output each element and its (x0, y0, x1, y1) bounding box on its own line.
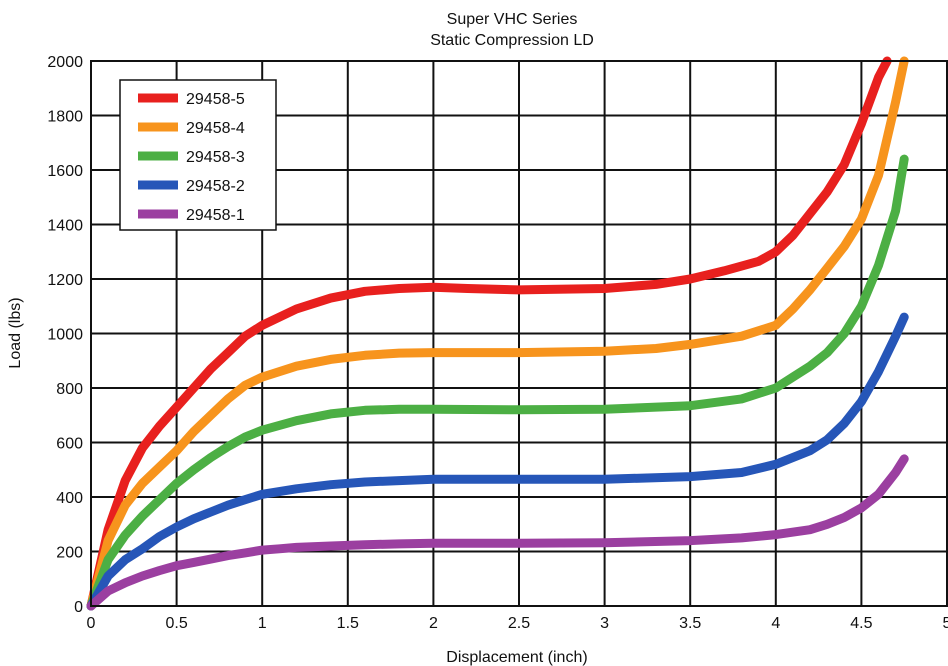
y-tick-label: 800 (56, 381, 83, 398)
y-tick-label: 200 (56, 545, 83, 562)
y-tick-label: 0 (74, 599, 83, 616)
x-tick-label: 0.5 (165, 615, 187, 632)
series-lines (86, 56, 909, 611)
y-axis-label: Load (lbs) (7, 297, 24, 368)
y-tick-label: 1200 (47, 272, 83, 289)
y-tick-label: 1400 (47, 218, 83, 235)
x-tick-label: 1.5 (337, 615, 359, 632)
series-line-29458-3 (86, 154, 909, 611)
legend-label-29458-4: 29458-4 (186, 120, 245, 137)
x-tick-label: 0 (87, 615, 96, 632)
legend-label-29458-3: 29458-3 (186, 149, 245, 166)
x-tick-label: 2 (429, 615, 438, 632)
series-line-29458-5 (86, 56, 892, 611)
y-tick-label: 600 (56, 436, 83, 453)
y-tick-label: 1600 (47, 163, 83, 180)
series-line-29458-4 (86, 56, 909, 611)
series-line-29458-2 (86, 312, 909, 611)
x-tick-label: 1 (258, 615, 267, 632)
x-axis-label: Displacement (inch) (446, 649, 587, 666)
x-tick-label: 3 (600, 615, 609, 632)
x-axis-ticks: 0 0.5 1 1.5 2 2.5 3 3.5 4 4.5 5 (87, 615, 948, 632)
legend-label-29458-2: 29458-2 (186, 178, 245, 195)
x-tick-label: 4 (771, 615, 780, 632)
chart-title: Super VHC Series (447, 11, 578, 28)
y-tick-label: 2000 (47, 54, 83, 71)
y-tick-label: 1000 (47, 327, 83, 344)
legend-label-29458-1: 29458-1 (186, 207, 245, 224)
x-tick-label: 3.5 (679, 615, 701, 632)
plot-frame (90, 60, 948, 607)
series-line-29458-1 (86, 454, 909, 611)
x-tick-label: 2.5 (508, 615, 530, 632)
legend: 29458-5 29458-4 29458-3 29458-2 29458-1 (119, 79, 277, 231)
x-tick-label: 4.5 (850, 615, 872, 632)
chart-subtitle: Static Compression LD (430, 32, 594, 49)
y-axis-ticks: 0 200 400 600 800 1000 1200 1400 1600 1800 2000 (47, 54, 83, 616)
y-tick-label: 400 (56, 490, 83, 507)
y-tick-label: 1800 (47, 109, 83, 126)
legend-label-29458-5: 29458-5 (186, 91, 245, 108)
x-tick-label: 5 (943, 615, 948, 632)
